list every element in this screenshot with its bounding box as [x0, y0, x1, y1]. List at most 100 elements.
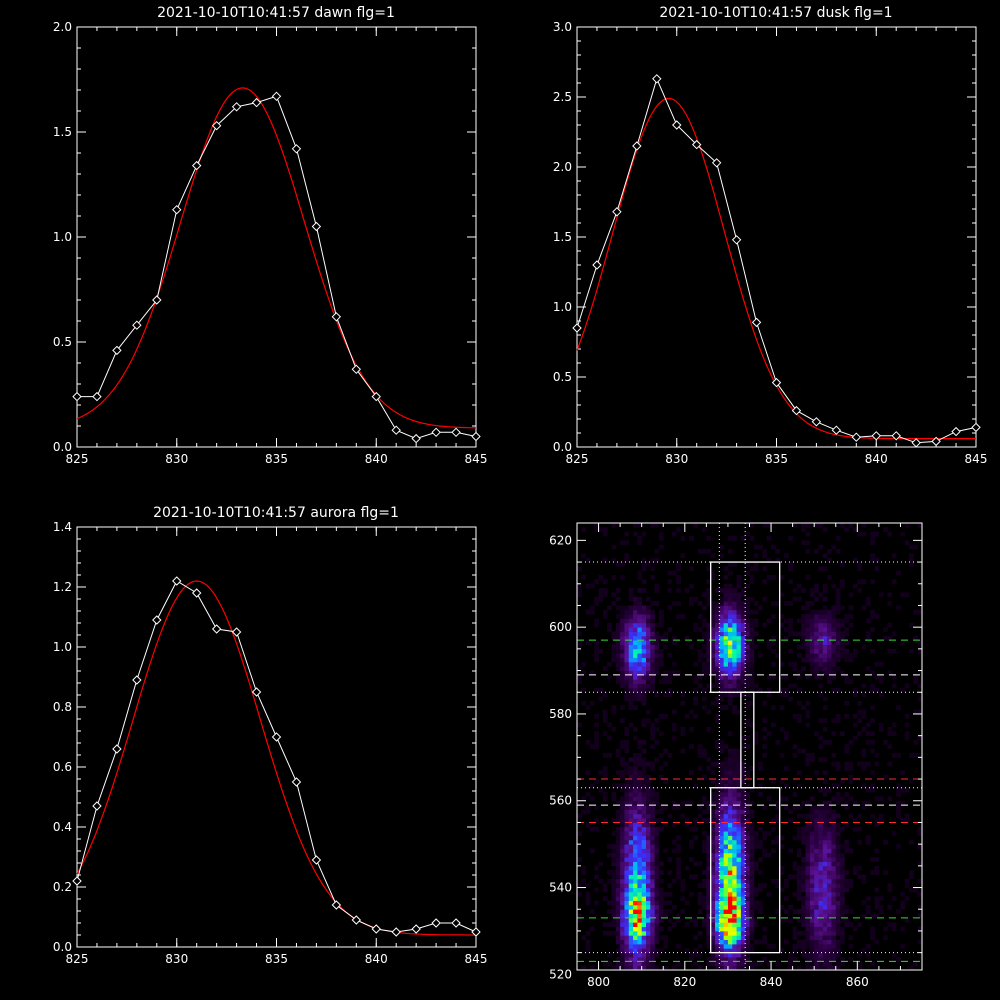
heatmap-cell [827, 635, 832, 641]
heatmap-cell [702, 844, 707, 849]
heatmap-cell [633, 648, 638, 654]
heatmap-cell [814, 666, 819, 671]
heatmap-cell [857, 839, 863, 845]
heatmap-cell [689, 644, 694, 650]
heatmap-cell [740, 826, 746, 832]
heatmap-cell [870, 557, 875, 563]
dawn-data-point [271, 91, 282, 102]
heatmap-cell [831, 761, 837, 767]
heatmap-cell [615, 883, 621, 888]
heatmap-cell [784, 674, 789, 680]
heatmap-cell [809, 826, 815, 832]
heatmap-cell [861, 948, 867, 954]
heatmap-cell [693, 661, 699, 667]
heatmap-cell [633, 614, 638, 619]
heatmap-cell [727, 653, 733, 658]
heatmap-cell [818, 874, 824, 880]
heatmap-cell [870, 683, 875, 689]
heatmap-cell [684, 865, 690, 871]
heatmap-cell [589, 605, 595, 611]
heatmap-cell [900, 800, 906, 806]
heatmap-cell [585, 930, 591, 936]
heatmap-cell [620, 943, 625, 949]
heatmap-cell [633, 635, 638, 641]
heatmap-cell [732, 588, 737, 593]
heatmap-cell [809, 653, 815, 658]
heatmap-cell [637, 761, 643, 767]
heatmap-cell [809, 666, 815, 671]
heatmap-cell [896, 800, 901, 806]
heatmap-cell [779, 687, 785, 693]
heatmap-cell [646, 891, 651, 897]
heatmap-cell [706, 588, 712, 593]
heatmap-cell [736, 644, 742, 650]
heatmap-cell [628, 809, 634, 815]
heatmap-cell [620, 935, 625, 941]
heatmap-cell [611, 909, 617, 914]
heatmap-cell [715, 926, 720, 932]
heatmap-cell [835, 913, 841, 919]
heatmap-cell [663, 748, 668, 754]
heatmap-cell [723, 965, 729, 971]
heatmap-cell [633, 831, 638, 836]
heatmap-cell [697, 883, 703, 888]
heatmap-cell [594, 865, 599, 871]
heatmap-cell [706, 926, 712, 932]
heatmap-cell [723, 896, 729, 901]
heatmap-x-tick-label: 840 [760, 975, 783, 989]
heatmap-cell [577, 800, 582, 806]
heatmap-cell [641, 670, 647, 676]
heatmap-cell [654, 622, 660, 628]
heatmap-cell [719, 922, 725, 927]
heatmap-cell [835, 653, 841, 658]
heatmap-cell [792, 596, 798, 602]
heatmap-cell [831, 956, 837, 962]
heatmap-cell [740, 956, 746, 962]
heatmap-cell [727, 909, 733, 914]
heatmap-cell [796, 909, 802, 914]
heatmap-cell [633, 913, 638, 919]
heatmap-cell [861, 805, 867, 810]
heatmap-cell [762, 726, 768, 732]
heatmap-cell [719, 930, 725, 936]
heatmap-cell [818, 622, 824, 628]
heatmap-cell [637, 861, 643, 867]
heatmap-cell [611, 653, 617, 658]
heatmap-cell [831, 622, 837, 628]
heatmap-cell [904, 731, 910, 737]
heatmap-cell [736, 653, 742, 658]
heatmap-cell [637, 874, 643, 880]
heatmap-cell [710, 800, 716, 806]
heatmap-cell [917, 913, 923, 919]
heatmap-cell [641, 813, 647, 819]
heatmap-cell [646, 631, 651, 637]
heatmap-cell [732, 948, 737, 954]
heatmap-cell [861, 913, 867, 919]
heatmap-cell [628, 848, 634, 854]
heatmap-cell [848, 922, 854, 927]
heatmap-cell [650, 900, 656, 906]
heatmap-cell [637, 965, 643, 971]
heatmap-cell [814, 935, 819, 941]
heatmap-cell [684, 713, 690, 719]
heatmap-cell [646, 609, 651, 615]
heatmap-cell [805, 891, 811, 897]
heatmap-cell [607, 852, 612, 858]
heatmap-cell [585, 609, 591, 615]
heatmap-cell [796, 718, 802, 724]
heatmap-cell [710, 792, 716, 797]
heatmap-cell [719, 852, 725, 858]
heatmap-cell [607, 722, 612, 728]
heatmap-cell [749, 943, 755, 949]
heatmap-cell [633, 531, 638, 537]
heatmap-cell [702, 653, 707, 658]
heatmap-cell [719, 631, 725, 637]
heatmap-cell [620, 796, 625, 802]
heatmap-cell [814, 631, 819, 637]
heatmap-cell [758, 544, 763, 550]
heatmap-cell [624, 779, 630, 784]
heatmap-cell [615, 635, 621, 641]
heatmap-cell [611, 644, 617, 650]
heatmap-cell [831, 666, 837, 671]
heatmap-cell [805, 601, 811, 606]
